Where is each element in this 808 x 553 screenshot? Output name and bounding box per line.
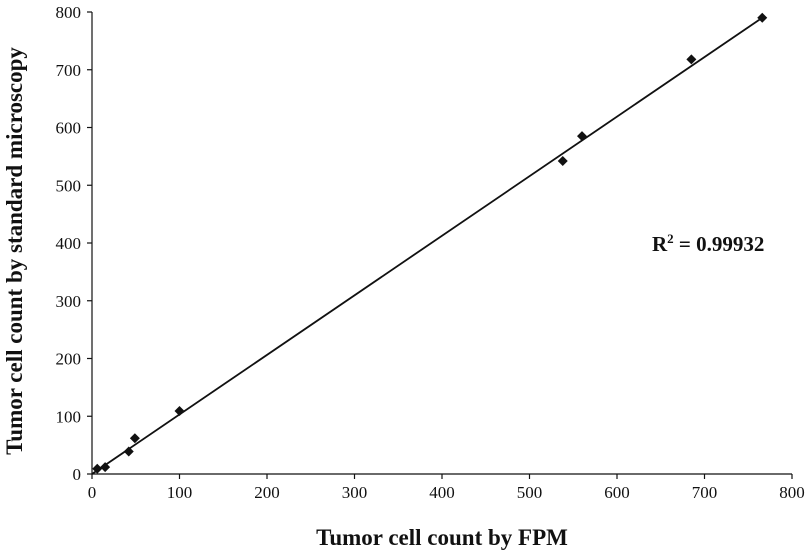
x-tick-label: 400 bbox=[429, 483, 455, 502]
trendline-group bbox=[91, 17, 763, 475]
r-squared-prefix: R bbox=[652, 232, 668, 256]
data-point bbox=[129, 433, 140, 444]
y-tick-label: 100 bbox=[56, 407, 82, 426]
data-point bbox=[92, 463, 103, 474]
r-squared-superscript: 2 bbox=[667, 231, 674, 246]
y-axis-ticks: 0 100 200 300 400 500 600 700 800 bbox=[56, 3, 92, 484]
y-tick-label: 500 bbox=[56, 176, 82, 195]
x-tick-label: 800 bbox=[779, 483, 805, 502]
data-points bbox=[92, 12, 768, 474]
data-point bbox=[757, 12, 768, 23]
trendline bbox=[91, 17, 763, 475]
x-tick-label: 200 bbox=[254, 483, 280, 502]
y-tick-label: 0 bbox=[73, 465, 82, 484]
r-squared-value: = 0.99932 bbox=[674, 232, 765, 256]
r-squared-annotation: R2 = 0.99932 bbox=[652, 231, 764, 256]
y-tick-label: 300 bbox=[56, 292, 82, 311]
data-point bbox=[577, 131, 587, 142]
x-tick-label: 300 bbox=[342, 483, 368, 502]
data-point bbox=[123, 446, 134, 457]
x-tick-label: 0 bbox=[88, 483, 97, 502]
x-tick-label: 600 bbox=[604, 483, 630, 502]
data-point bbox=[100, 462, 111, 473]
y-tick-label: 700 bbox=[56, 61, 82, 80]
data-point bbox=[686, 54, 697, 65]
y-axis-title: Tumor cell count by standard microscopy bbox=[2, 47, 27, 455]
data-point bbox=[174, 406, 185, 417]
x-tick-label: 500 bbox=[517, 483, 543, 502]
y-tick-label: 400 bbox=[56, 234, 82, 253]
x-axis-ticks: 0 100 200 300 400 500 600 700 800 bbox=[88, 474, 805, 502]
x-tick-label: 700 bbox=[692, 483, 718, 502]
data-point bbox=[557, 155, 568, 166]
y-tick-label: 800 bbox=[56, 3, 82, 22]
y-tick-label: 600 bbox=[56, 119, 82, 138]
x-tick-label: 100 bbox=[167, 483, 193, 502]
y-tick-label: 200 bbox=[56, 350, 82, 369]
x-axis-title: Tumor cell count by FPM bbox=[316, 525, 568, 550]
